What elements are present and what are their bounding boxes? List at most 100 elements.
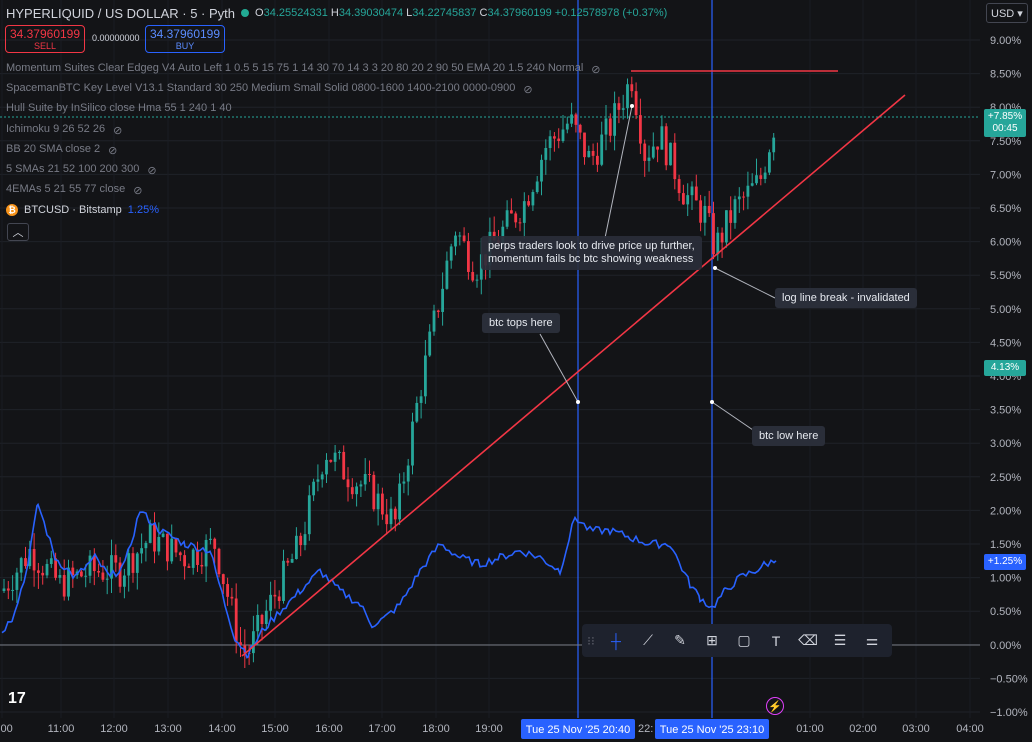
candle-body <box>183 555 186 567</box>
time-markers <box>577 0 713 718</box>
candle-body <box>221 574 225 585</box>
candle-body <box>226 584 229 597</box>
sell-button[interactable]: 34.37960199 SELL <box>5 25 85 53</box>
candle-body <box>432 310 436 332</box>
crosshair-icon[interactable]: ┼ <box>611 632 621 649</box>
indicator-emas[interactable]: 4EMAs 5 21 55 77 close ⊘ <box>6 183 147 197</box>
candle-body <box>307 495 311 535</box>
candle-body <box>148 524 152 543</box>
x-tick-label: 15:00 <box>261 723 289 735</box>
eraser-icon[interactable]: ⌫ <box>798 632 818 648</box>
candle-body <box>19 558 23 573</box>
indicator-hull[interactable]: Hull Suite by InSilico close Hma 55 1 24… <box>6 102 232 114</box>
candle-body <box>424 355 427 397</box>
candle-body <box>273 594 277 597</box>
hidden-eye-icon[interactable]: ⊘ <box>113 125 123 137</box>
candle-body <box>617 103 621 110</box>
y-tick-label: 1.50% <box>990 539 1021 551</box>
flash-icon[interactable]: ⚡ <box>766 697 784 715</box>
collapse-legend-button[interactable]: ︿ <box>7 223 29 241</box>
candle-body <box>621 108 625 110</box>
candle-body <box>531 192 535 206</box>
note-btc-tops[interactable]: btc tops here <box>482 313 560 333</box>
drawing-toolbar: ⁝⁝ ┼ ⟋ ✎ ⊞ ▢ T ⌫ ☰ ⚌ <box>582 624 892 657</box>
fib-icon[interactable]: ⊞ <box>706 632 718 648</box>
note-btc-low[interactable]: btc low here <box>752 426 826 446</box>
text-icon[interactable]: T <box>771 632 781 649</box>
y-tick-label: 6.00% <box>990 237 1021 249</box>
indicator-ichimoku[interactable]: Ichimoku 9 26 52 26 ⊘ <box>6 123 127 137</box>
candle-body <box>316 479 320 482</box>
candle-body <box>368 474 371 476</box>
hidden-eye-icon[interactable]: ⊘ <box>133 185 143 197</box>
tradingview-logo[interactable]: 17 <box>8 690 26 707</box>
candle-body <box>755 175 758 184</box>
candle-body <box>643 143 647 161</box>
y-tick-label: 3.00% <box>990 438 1021 450</box>
compare-symbol[interactable]: ₿ BTCUSD · Bitstamp 1.25% <box>6 204 159 216</box>
candle-body <box>127 553 131 576</box>
note-perps[interactable]: perps traders look to drive price up fur… <box>481 236 702 270</box>
time-label-bg <box>655 719 769 739</box>
y-tick-label: 7.50% <box>990 136 1021 148</box>
rectangle-icon[interactable]: ▢ <box>737 632 751 648</box>
indicator-spaceman[interactable]: SpacemanBTC Key Level V13.1 Standard 30 … <box>6 82 537 96</box>
candle-body <box>449 246 453 261</box>
candle-body <box>583 132 586 158</box>
candle-body <box>32 548 36 571</box>
indicator-momentum[interactable]: Momentum Suites Clear Edgeg V4 Auto Left… <box>6 62 605 76</box>
candle-body <box>570 114 573 124</box>
candle-body <box>161 533 165 537</box>
hidden-eye-icon[interactable]: ⊘ <box>108 145 118 157</box>
candle-body <box>24 558 27 567</box>
candle-body <box>608 118 612 136</box>
x-axis[interactable]: 0:00 11:00 12:00 13:00 14:00 15:00 16:00 17:00 1… <box>0 719 984 739</box>
candle-body <box>682 193 685 205</box>
candle-body <box>333 452 337 462</box>
log-trend-line[interactable] <box>241 94 906 657</box>
candle-body <box>669 142 672 166</box>
note-log-break[interactable]: log line break - invalidated <box>775 288 917 308</box>
y-tick-label: 8.50% <box>990 69 1021 81</box>
candle-body <box>114 555 118 563</box>
candle-body <box>514 213 518 223</box>
candle-body <box>639 115 642 144</box>
candle-body <box>750 183 754 186</box>
candle-body <box>634 91 638 116</box>
sliders-icon[interactable]: ⚌ <box>865 632 879 648</box>
symbol-title[interactable]: HYPERLIQUID / US DOLLAR · 5 · Pyth <box>6 5 236 21</box>
indicator-bb[interactable]: BB 20 SMA close 2 ⊘ <box>6 143 122 157</box>
candle-body <box>234 598 238 643</box>
y-tick-label: 0.00% <box>990 640 1021 652</box>
btc-compare-line <box>1 502 777 659</box>
settings-icon[interactable]: ☰ <box>833 632 847 648</box>
candle-body <box>230 596 234 599</box>
candle-body <box>527 201 530 206</box>
candle-body <box>441 288 444 312</box>
candle-body <box>419 396 423 403</box>
time-label: Tue 25 Nov '25 23:10 <box>660 724 764 736</box>
hidden-eye-icon[interactable]: ⊘ <box>591 64 601 76</box>
trend-line-icon[interactable]: ⟋ <box>643 632 653 648</box>
candle-body <box>135 553 139 573</box>
currency-select[interactable]: USD ▾ <box>986 3 1028 23</box>
candle-body <box>411 421 414 466</box>
candle-body <box>295 535 298 559</box>
candle-body <box>200 564 204 567</box>
candle-body <box>763 172 767 179</box>
candle-body <box>690 186 694 196</box>
brush-icon[interactable]: ✎ <box>674 632 686 648</box>
buy-button[interactable]: 34.37960199 BUY <box>145 25 225 53</box>
drag-handle-icon[interactable]: ⁝⁝ <box>587 633 595 648</box>
legend: HYPERLIQUID / US DOLLAR · 5 · Pyth O34.2… <box>6 4 667 22</box>
y-tick-label: 5.00% <box>990 304 1021 316</box>
x-tick-label: 22: <box>638 723 653 735</box>
candle-body <box>346 479 350 488</box>
hidden-eye-icon[interactable]: ⊘ <box>147 165 157 177</box>
price-label-text: 00:45 <box>992 123 1017 134</box>
candle-body <box>282 560 285 601</box>
candle-body <box>505 210 509 227</box>
hidden-eye-icon[interactable]: ⊘ <box>523 84 533 96</box>
y-axis[interactable]: 9.00%8.50%8.00%7.50%7.00%6.50%6.00%5.50%… <box>984 35 1028 719</box>
indicator-smas[interactable]: 5 SMAs 21 52 100 200 300 ⊘ <box>6 163 161 177</box>
